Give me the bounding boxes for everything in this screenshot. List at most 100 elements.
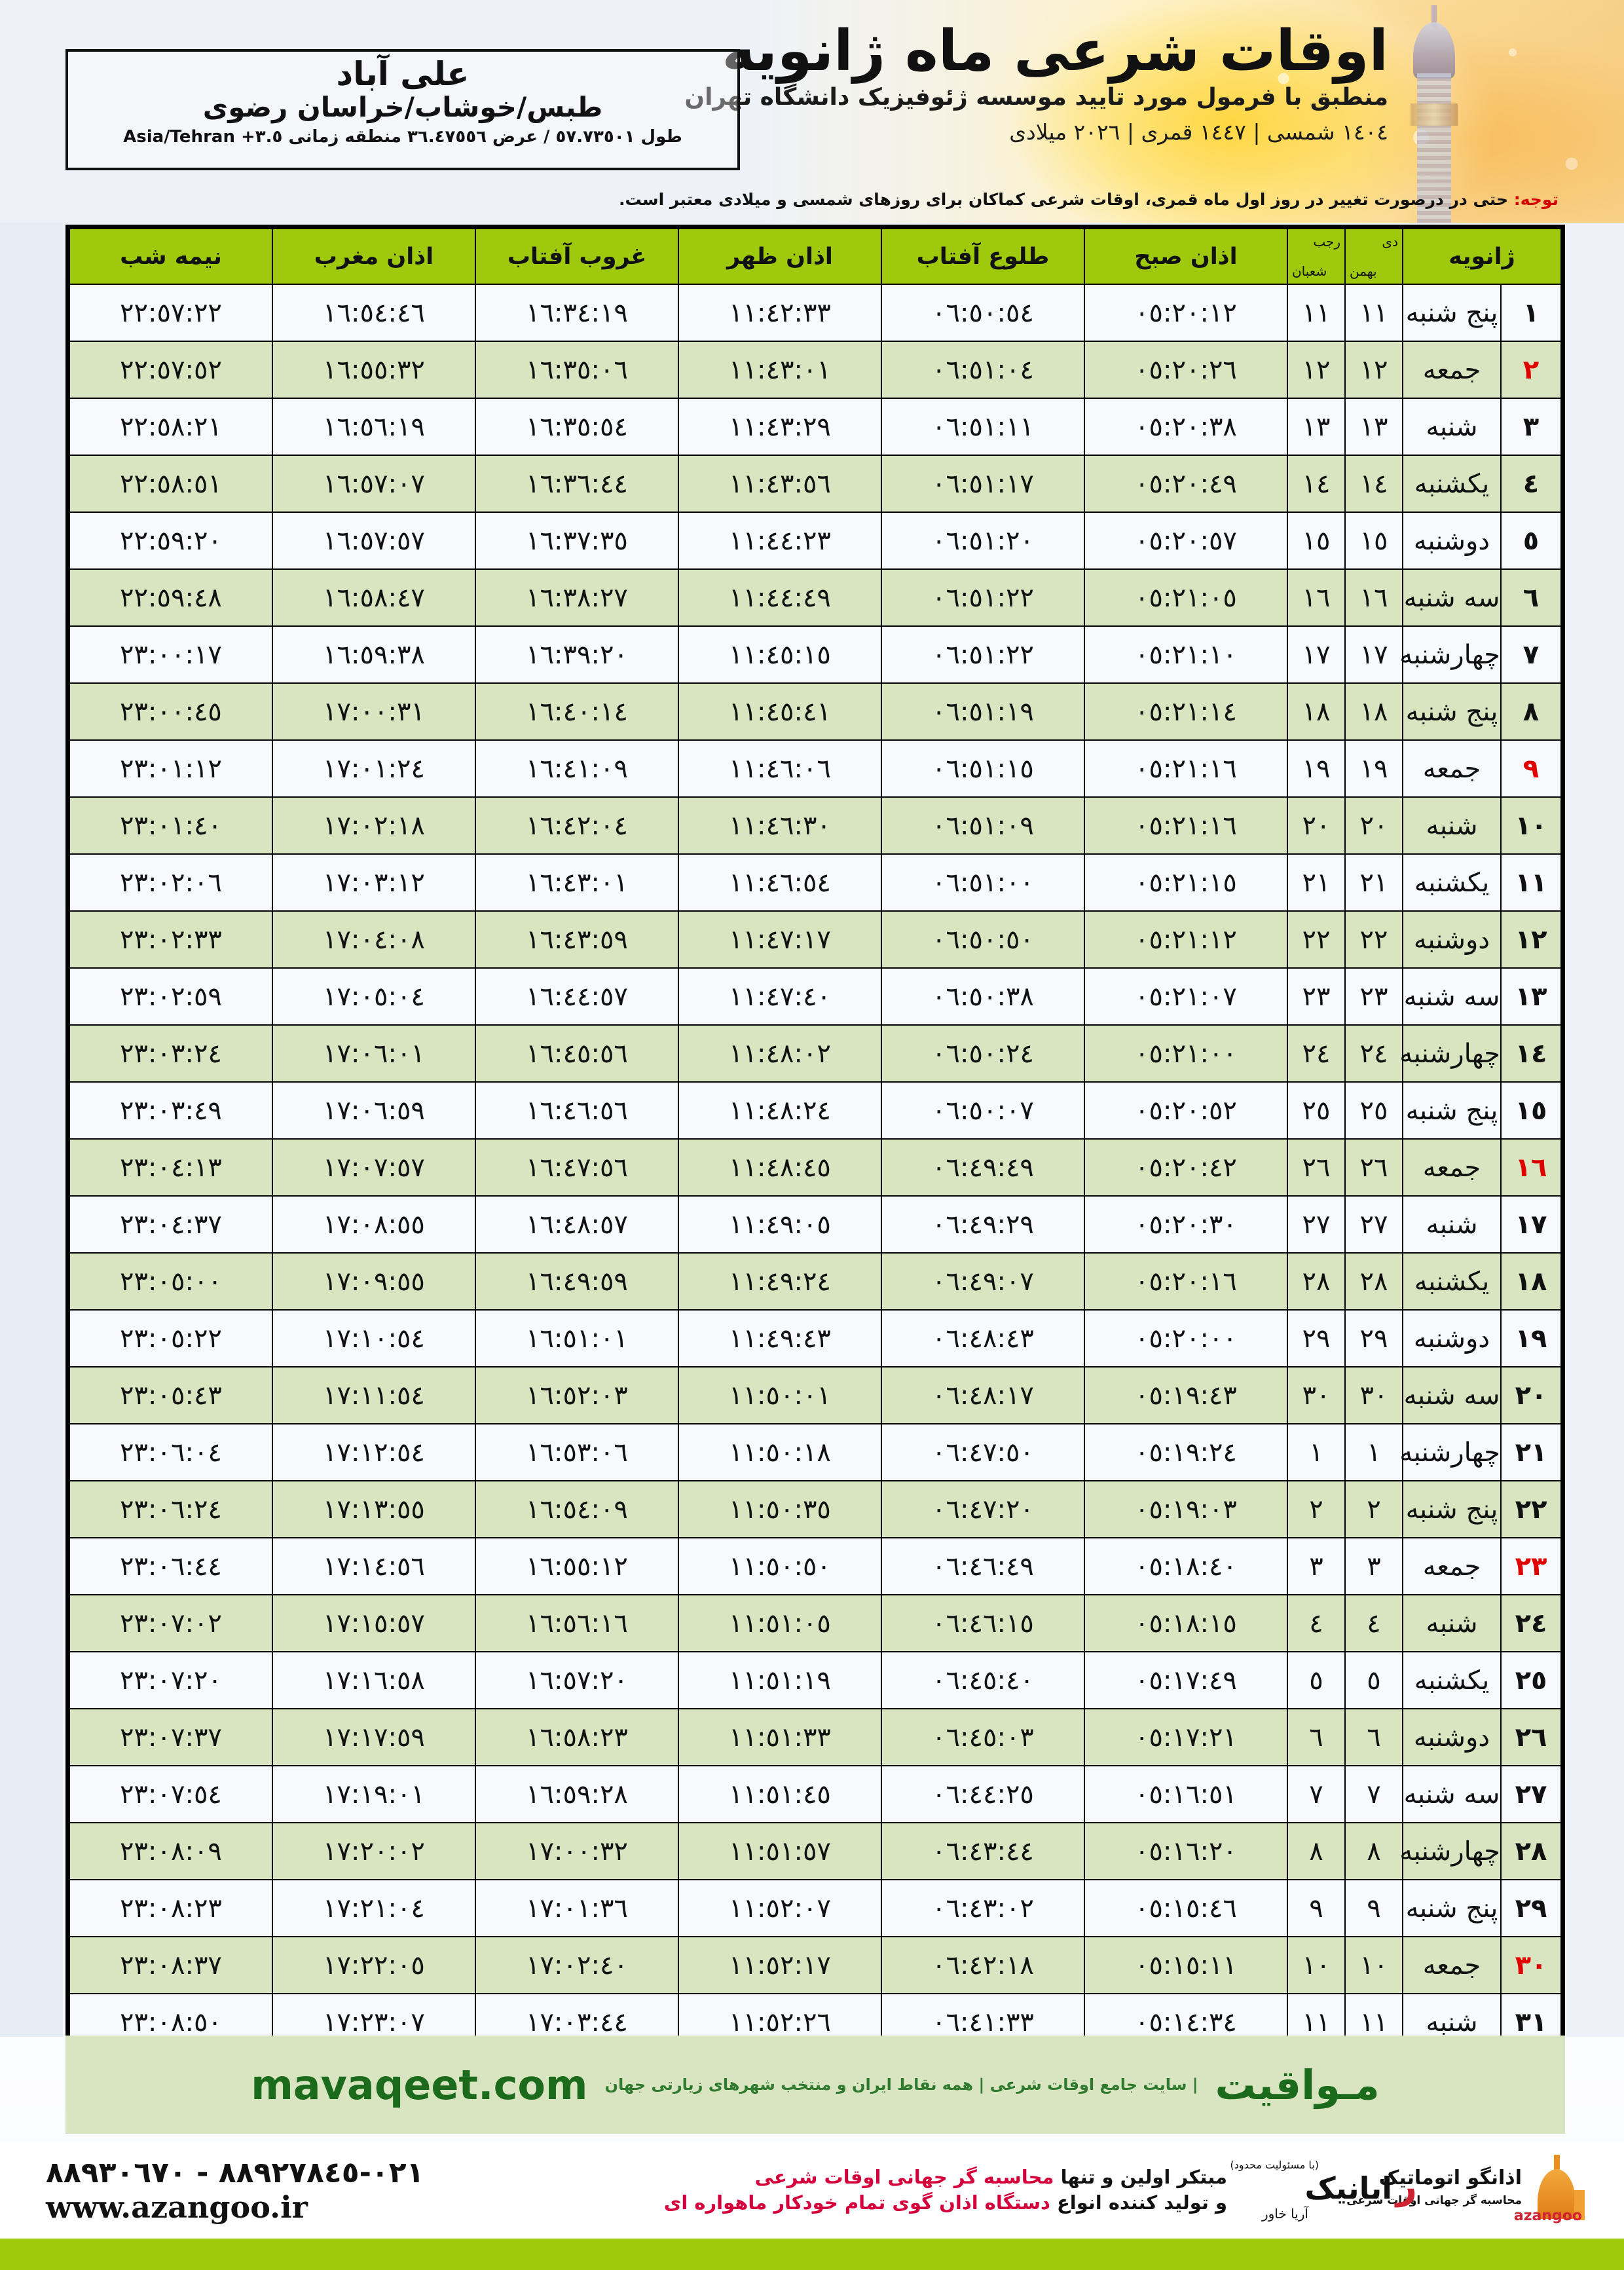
cell-sunrise: ٠٦:٥٠:٥٠ — [880, 910, 1085, 969]
cell-dey: ٩ — [1344, 1879, 1403, 1937]
cell-rajab: ١٧ — [1286, 625, 1346, 684]
cell-rajab: ٧ — [1286, 1765, 1346, 1823]
cell-dhuhr: ١١:٥٠:٥٠ — [677, 1537, 882, 1595]
cell-dow: شنبه — [1401, 1594, 1502, 1652]
cell-sunset: ١٦:٣٧:٣٥ — [474, 512, 679, 570]
cell-midnight: ٢٢:٥٧:٥٢ — [68, 341, 273, 399]
cell-maghrib: ١٧:٠٦:٥٩ — [271, 1081, 476, 1140]
table-row: ١٣ سه شنبه ٢٣ ٢٣ ٠٥:٢١:٠٧ ٠٦:٥٠:٣٨ ١١:٤٧:٤٠ ١٦:… — [68, 967, 1562, 1026]
mosque-icon: azangoo — [1514, 2155, 1585, 2224]
cell-day: ٢٧ — [1500, 1765, 1562, 1823]
cell-midnight: ٢٣:٠٧:٢٠ — [68, 1651, 273, 1709]
cell-sunrise: ٠٦:٤٤:٢٥ — [880, 1765, 1085, 1823]
cell-dey: ٢٦ — [1344, 1138, 1403, 1197]
cell-dow: یکشنبه — [1401, 1252, 1502, 1311]
cell-maghrib: ١٧:٠٩:٥٥ — [271, 1252, 476, 1311]
cell-midnight: ٢٣:٠٨:٣٧ — [68, 1936, 273, 1994]
cell-dow: چهارشنبه — [1399, 1024, 1502, 1083]
cell-fajr: ٠٥:٢٠:٤٢ — [1083, 1138, 1288, 1197]
cell-fajr: ٠٥:٢٠:٣٨ — [1083, 398, 1288, 456]
cell-day: ٢ — [1500, 341, 1562, 399]
cell-day: ٤ — [1500, 455, 1562, 513]
cell-sunset: ١٦:٥٨:٢٣ — [474, 1708, 679, 1766]
cell-dhuhr: ١١:٤٩:٤٣ — [677, 1309, 882, 1368]
cell-maghrib: ١٧:٠٧:٥٧ — [271, 1138, 476, 1197]
cell-dhuhr: ١١:٤٧:٤٠ — [677, 967, 882, 1026]
cell-sunset: ١٦:٥٤:٠٩ — [474, 1480, 679, 1538]
cell-maghrib: ١٧:٠٤:٠٨ — [271, 910, 476, 969]
cell-dow: پنج شنبه — [1401, 682, 1502, 741]
cell-dow: یکشنبه — [1401, 455, 1502, 513]
cell-sunrise: ٠٦:٥١:١٩ — [880, 682, 1085, 741]
col-header-month: ژانویه — [1401, 228, 1562, 285]
cell-dhuhr: ١١:٤٧:١٧ — [677, 910, 882, 969]
cell-fajr: ٠٥:١٦:٥١ — [1083, 1765, 1288, 1823]
cell-sunset: ١٧:٠٠:٣٢ — [474, 1822, 679, 1880]
cell-dow: پنج شنبه — [1401, 1879, 1502, 1937]
cell-maghrib: ١٧:٠٠:٣١ — [271, 682, 476, 741]
cell-midnight: ٢٣:٠٣:٤٩ — [68, 1081, 273, 1140]
cell-maghrib: ١٧:٠٦:٠١ — [271, 1024, 476, 1083]
right-margin-strip — [1566, 223, 1624, 2037]
table-row: ٩ جمعه ١٩ ١٩ ٠٥:٢١:١٦ ٠٦:٥١:١٥ ١١:٤٦:٠٦ ١٦:٤١:٠… — [68, 739, 1562, 798]
cell-day: ٥ — [1500, 512, 1562, 570]
cell-dey: ١٧ — [1344, 625, 1403, 684]
cell-fajr: ٠٥:٢١:١٠ — [1083, 625, 1288, 684]
cell-sunrise: ٠٦:٥١:١١ — [880, 398, 1085, 456]
cell-fajr: ٠٥:١٧:٤٩ — [1083, 1651, 1288, 1709]
cell-maghrib: ١٧:٠٥:٠٤ — [271, 967, 476, 1026]
table-row: ٢٢ پنج شنبه ٢ ٢ ٠٥:١٩:٠٣ ٠٦:٤٧:٢٠ ١١:٥٠:٣٥ ١٦:٥… — [68, 1480, 1562, 1538]
cell-dow: سه شنبه — [1401, 1765, 1502, 1823]
cell-day: ١٧ — [1500, 1195, 1562, 1254]
cell-sunrise: ٠٦:٥١:٢٢ — [880, 625, 1085, 684]
cell-dow: سه شنبه — [1401, 967, 1502, 1026]
cell-maghrib: ١٧:٠١:٢٤ — [271, 739, 476, 798]
footer-telephone[interactable]: ٠٢١-٨٨٩٢٧٨٤٥ - ٨٨٩٣٠٦٧٠ — [46, 2155, 424, 2189]
cell-rajab: ٩ — [1286, 1879, 1346, 1937]
cell-fajr: ٠٥:٢٠:٥٢ — [1083, 1081, 1288, 1140]
cell-fajr: ٠٥:١٥:٤٦ — [1083, 1879, 1288, 1937]
cell-dhuhr: ١١:٤٦:٣٠ — [677, 796, 882, 855]
cell-dey: ٢٩ — [1344, 1309, 1403, 1368]
cell-dow: جمعه — [1401, 1537, 1502, 1595]
mavaqeet-brand-en[interactable]: mavaqeet.com — [251, 2060, 588, 2109]
table-row: ١٨ یکشنبه ٢٨ ٢٨ ٠٥:٢٠:١٦ ٠٦:٤٩:٠٧ ١١:٤٩:٢٤ ١٦:٤… — [68, 1252, 1562, 1311]
cell-dhuhr: ١١:٤٩:٠٥ — [677, 1195, 882, 1254]
cell-sunrise: ٠٦:٤٨:٤٣ — [880, 1309, 1085, 1368]
cell-dow: سه شنبه — [1401, 568, 1502, 627]
cell-maghrib: ١٧:١٤:٥٦ — [271, 1537, 476, 1595]
cell-midnight: ٢٣:٠١:٤٠ — [68, 796, 273, 855]
cell-sunrise: ٠٦:٥١:١٥ — [880, 739, 1085, 798]
cell-sunrise: ٠٦:٥١:٠٤ — [880, 341, 1085, 399]
cell-dhuhr: ١١:٤٥:١٥ — [677, 625, 882, 684]
cell-dhuhr: ١١:٤٦:٠٦ — [677, 739, 882, 798]
page-footer: azangoo اذانگو اتوماتیک محاسبه گر جهانی … — [0, 2142, 1624, 2239]
cell-dow: چهارشنبه — [1399, 1423, 1502, 1481]
cell-midnight: ٢٣:٠٢:٥٩ — [68, 967, 273, 1026]
cell-sunset: ١٦:٤٧:٥٦ — [474, 1138, 679, 1197]
cell-dhuhr: ١١:٥١:٣٣ — [677, 1708, 882, 1766]
cell-midnight: ٢٣:٠٠:٤٥ — [68, 682, 273, 741]
cell-dey: ٢٢ — [1344, 910, 1403, 969]
cell-dhuhr: ١١:٤٦:٥٤ — [677, 853, 882, 912]
azangoo-wordmark-en: azangoo — [1513, 2208, 1582, 2224]
cell-dhuhr: ١١:٥١:٤٥ — [677, 1765, 882, 1823]
cell-dow: پنج شنبه — [1401, 1081, 1502, 1140]
cell-sunset: ١٦:٤٤:٥٧ — [474, 967, 679, 1026]
cell-sunset: ١٦:٥٧:٢٠ — [474, 1651, 679, 1709]
cell-midnight: ٢٣:٠٧:٣٧ — [68, 1708, 273, 1766]
cell-dhuhr: ١١:٤٢:٣٣ — [677, 284, 882, 342]
footer-website[interactable]: www.azangoo.ir — [46, 2189, 308, 2225]
cell-fajr: ٠٥:٢٠:١٦ — [1083, 1252, 1288, 1311]
city-geo-coordinates: طول ٥٧.٧٣٥٠١ / عرض ٣٦.٤٧٥٥٦ منطقه زمانی … — [123, 126, 682, 147]
cell-dhuhr: ١١:٤٥:٤١ — [677, 682, 882, 741]
cell-dey: ٨ — [1344, 1822, 1403, 1880]
cell-fajr: ٠٥:١٨:٤٠ — [1083, 1537, 1288, 1595]
table-row: ١ پنج شنبه ١١ ١١ ٠٥:٢٠:١٢ ٠٦:٥٠:٥٤ ١١:٤٢:٣٣ ١٦:… — [68, 284, 1562, 342]
cell-sunset: ١٦:٥٩:٢٨ — [474, 1765, 679, 1823]
cell-sunset: ١٦:٤٣:٥٩ — [474, 910, 679, 969]
cell-dey: ١٥ — [1344, 512, 1403, 570]
azangoo-tagline-fa: محاسبه گر جهانی اوقات شرعی — [1346, 2194, 1522, 2207]
cell-dey: ١٠ — [1344, 1936, 1403, 1994]
table-row: ٣٠ جمعه ١٠ ١٠ ٠٥:١٥:١١ ٠٦:٤٢:١٨ ١١:٥٢:١٧ ١٧:٠٢:… — [68, 1936, 1562, 1994]
